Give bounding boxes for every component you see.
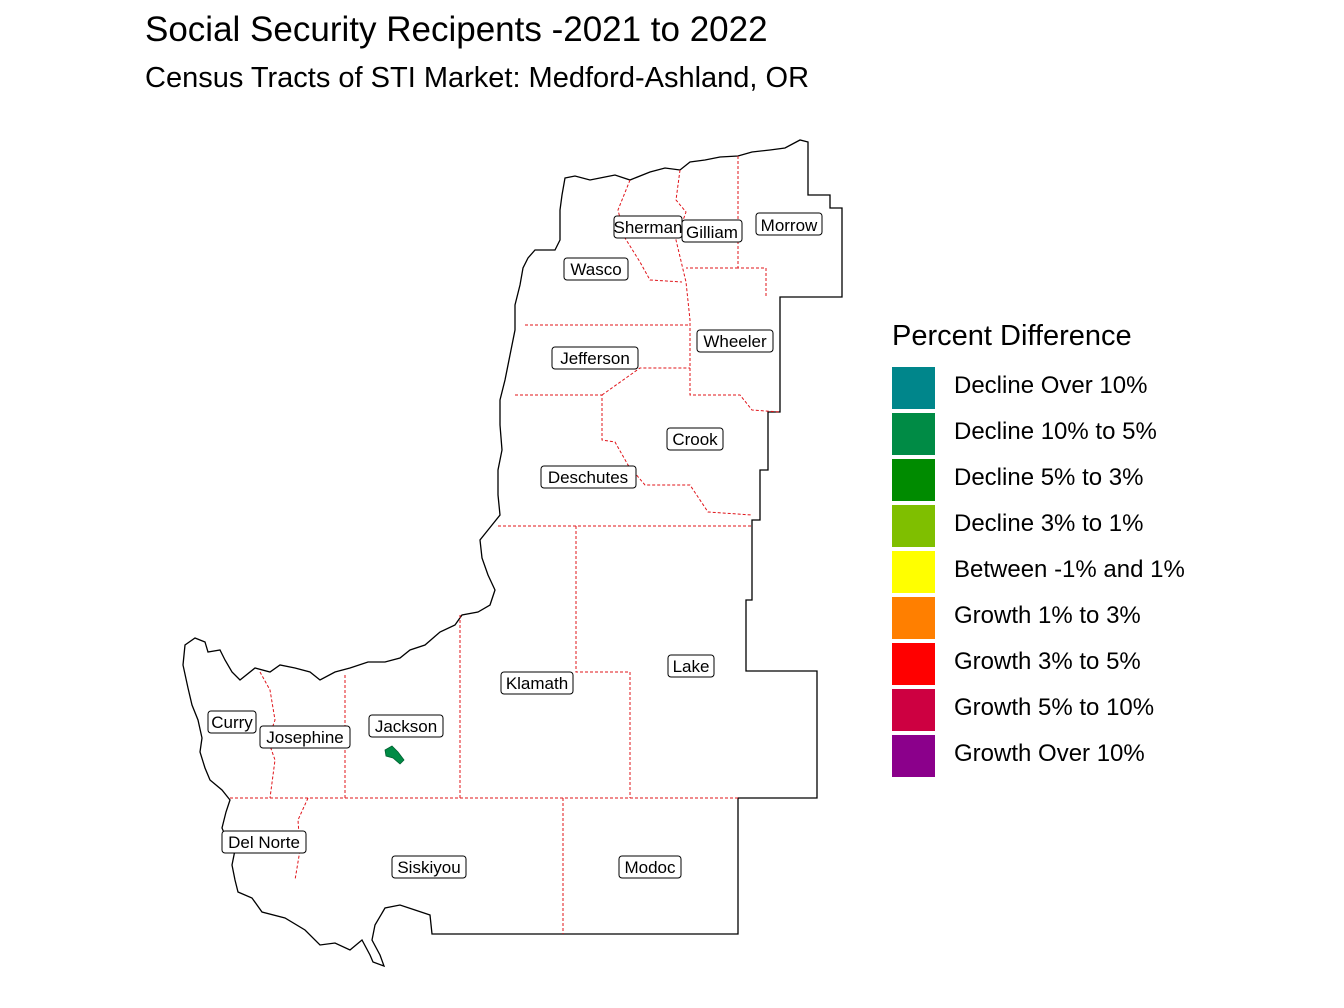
- county-label-curry: Curry: [207, 710, 257, 734]
- county-label-gilliam: Gilliam: [681, 219, 743, 243]
- legend-label: Growth 5% to 10%: [954, 694, 1155, 721]
- svg-text:Jackson: Jackson: [375, 717, 437, 736]
- county-label-del-norte: Del Norte: [221, 830, 307, 854]
- county-labels: Sherman Gilliam Morrow Wasco Wheeler Jef…: [207, 212, 823, 879]
- map-title: Social Security Recipents -2021 to 2022: [145, 10, 768, 49]
- legend-item: Decline 10% to 5%: [892, 411, 1157, 457]
- county-label-deschutes: Deschutes: [540, 465, 637, 489]
- svg-text:Del Norte: Del Norte: [228, 833, 300, 852]
- legend-item: Growth 5% to 10%: [892, 687, 1154, 733]
- legend-label: Growth 1% to 3%: [954, 602, 1141, 629]
- legend-label: Decline Over 10%: [954, 372, 1148, 399]
- legend-swatch: [892, 597, 935, 639]
- svg-text:Klamath: Klamath: [506, 674, 568, 693]
- county-label-sherman: Sherman: [613, 215, 683, 239]
- tract-map: Sherman Gilliam Morrow Wasco Wheeler Jef…: [182, 139, 843, 968]
- svg-text:Wasco: Wasco: [570, 260, 621, 279]
- county-label-jackson: Jackson: [368, 714, 444, 738]
- legend: Percent Difference Decline Over 10% Decl…: [892, 320, 1185, 779]
- svg-text:Modoc: Modoc: [624, 858, 676, 877]
- market-outline: [182, 139, 843, 968]
- county-label-siskiyou: Siskiyou: [391, 855, 467, 879]
- legend-swatch: [892, 413, 935, 455]
- legend-item: Decline 5% to 3%: [892, 457, 1143, 503]
- county-label-modoc: Modoc: [618, 855, 682, 879]
- legend-item: Decline 3% to 1%: [892, 503, 1143, 549]
- legend-item: Growth Over 10%: [892, 733, 1145, 779]
- legend-swatch: [892, 735, 935, 777]
- legend-label: Growth 3% to 5%: [954, 648, 1141, 675]
- svg-text:Jefferson: Jefferson: [560, 349, 630, 368]
- county-label-wasco: Wasco: [563, 257, 629, 281]
- legend-label: Growth Over 10%: [954, 740, 1145, 767]
- legend-label: Decline 10% to 5%: [954, 418, 1157, 445]
- legend-title: Percent Difference: [892, 320, 1132, 352]
- county-label-klamath: Klamath: [500, 671, 574, 695]
- svg-text:Deschutes: Deschutes: [548, 468, 628, 487]
- svg-text:Siskiyou: Siskiyou: [397, 858, 460, 877]
- county-label-crook: Crook: [666, 427, 724, 451]
- legend-label: Decline 5% to 3%: [954, 464, 1144, 491]
- legend-item: Growth 3% to 5%: [892, 641, 1141, 687]
- legend-swatch: [892, 643, 935, 685]
- legend-swatch: [892, 689, 935, 731]
- colored-tract: [384, 745, 405, 765]
- svg-text:Lake: Lake: [673, 657, 710, 676]
- svg-text:Wheeler: Wheeler: [703, 332, 767, 351]
- legend-item: Between -1% and 1%: [892, 549, 1185, 595]
- county-boundaries: [230, 156, 781, 934]
- legend-swatch: [892, 367, 935, 409]
- county-label-morrow: Morrow: [755, 212, 823, 236]
- county-label-jefferson: Jefferson: [551, 346, 639, 370]
- legend-swatch: [892, 459, 935, 501]
- map-subtitle: Census Tracts of STI Market: Medford-Ash…: [145, 62, 810, 94]
- legend-item: Decline Over 10%: [892, 365, 1147, 411]
- legend-label: Between -1% and 1%: [954, 556, 1185, 583]
- legend-label: Decline 3% to 1%: [954, 510, 1144, 537]
- svg-text:Josephine: Josephine: [266, 728, 344, 747]
- svg-text:Crook: Crook: [672, 430, 718, 449]
- svg-text:Morrow: Morrow: [761, 216, 818, 235]
- legend-item: Growth 1% to 3%: [892, 595, 1141, 641]
- county-label-lake: Lake: [667, 654, 715, 678]
- legend-swatch: [892, 551, 935, 593]
- county-label-wheeler: Wheeler: [696, 329, 774, 353]
- svg-text:Sherman: Sherman: [614, 218, 683, 237]
- svg-text:Gilliam: Gilliam: [686, 223, 738, 242]
- legend-swatch: [892, 505, 935, 547]
- county-label-josephine: Josephine: [259, 725, 351, 749]
- legend-items: Decline Over 10% Decline 10% to 5% Decli…: [892, 365, 1185, 779]
- svg-text:Curry: Curry: [211, 713, 253, 732]
